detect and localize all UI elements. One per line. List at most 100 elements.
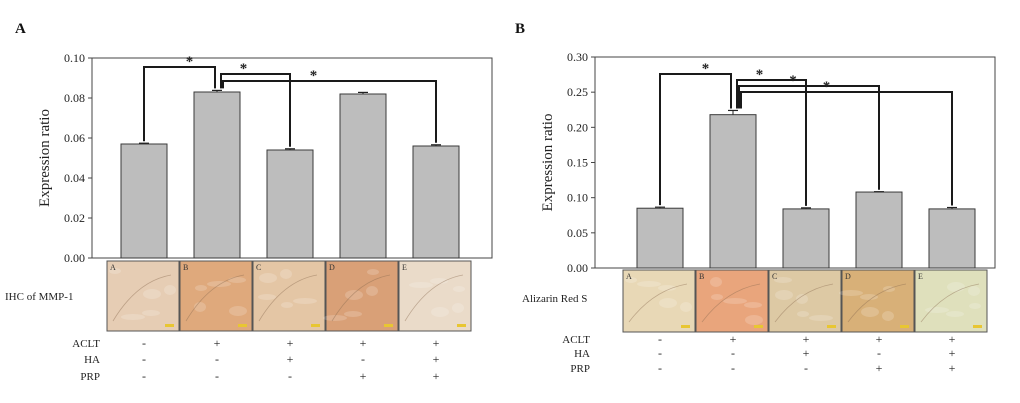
image-letter: E <box>402 263 407 272</box>
y-tick-label: 0.20 <box>567 120 588 134</box>
tissue-texture <box>142 310 160 316</box>
scale-bar <box>238 324 247 327</box>
histology-image-d: D <box>839 269 915 333</box>
tissue-texture <box>775 290 793 300</box>
tissue-texture <box>109 268 121 274</box>
image-row-label: Alizarin Red S <box>522 293 587 305</box>
bar-b <box>709 114 757 269</box>
image-frame <box>914 269 988 333</box>
tissue-texture <box>946 311 964 317</box>
tissue-fiber <box>404 274 464 322</box>
tissue-texture <box>409 282 433 288</box>
tissue-texture <box>797 311 809 317</box>
scale-bar <box>754 325 763 328</box>
tissue-texture <box>259 273 277 283</box>
tissue-texture <box>968 286 980 296</box>
scale-bar <box>973 325 982 328</box>
treatment-sign: + <box>433 369 440 383</box>
treatment-sign: + <box>287 336 294 350</box>
tissue-texture <box>745 315 763 325</box>
treatment-label-prp: PRP <box>570 363 590 375</box>
tissue-texture <box>281 302 293 308</box>
image-frame <box>106 260 180 332</box>
bar-e <box>412 145 460 259</box>
y-axis-label: Expression ratio <box>540 114 556 212</box>
tissue-texture <box>969 303 981 309</box>
y-tick-label: 0.02 <box>64 211 85 225</box>
tissue-fiber <box>774 283 834 323</box>
significance-star: * <box>240 61 248 77</box>
y-tick-label: 0.06 <box>64 131 85 145</box>
y-tick-label: 0.25 <box>567 85 588 99</box>
tissue-texture <box>774 277 792 283</box>
treatment-sign: + <box>433 352 440 366</box>
tissue-texture <box>658 285 676 291</box>
significance-star: * <box>823 79 831 95</box>
tissue-fiber <box>701 283 761 323</box>
tissue-fiber <box>112 274 172 322</box>
y-tick-label: 0.04 <box>64 171 85 185</box>
significance-star: * <box>310 68 318 84</box>
bar-d <box>339 93 387 259</box>
image-letter: C <box>256 263 261 272</box>
tissue-fiber <box>185 274 245 322</box>
bar-a <box>636 207 684 269</box>
y-tick-label: 0.05 <box>567 226 588 240</box>
image-letter: B <box>699 272 704 281</box>
bar-c <box>782 208 830 269</box>
tissue-texture <box>839 290 863 296</box>
treatment-label-aclt: ACLT <box>562 334 590 346</box>
bar-d <box>855 191 903 269</box>
bar-e <box>928 208 976 269</box>
histology-image-a: A <box>106 260 180 332</box>
significance-bracket <box>738 85 880 190</box>
treatment-sign: - <box>142 336 146 350</box>
tissue-texture <box>431 307 449 317</box>
tissue-texture <box>344 311 362 317</box>
tissue-texture <box>207 281 231 287</box>
treatment-sign: - <box>804 361 808 375</box>
tissue-texture <box>860 294 878 300</box>
scale-bar <box>900 325 909 328</box>
tissue-texture <box>947 282 965 292</box>
histology-image-d: D <box>323 260 399 332</box>
treatment-sign: + <box>287 352 294 366</box>
tissue-texture <box>258 294 276 300</box>
treatment-sign: + <box>949 361 956 375</box>
bar-c <box>266 149 314 259</box>
histology-image-b: B <box>179 260 253 332</box>
tissue-texture <box>195 285 207 291</box>
tissue-texture <box>280 269 292 279</box>
scale-bar <box>165 324 174 327</box>
tissue-texture <box>366 286 378 296</box>
y-tick-label: 0.00 <box>567 261 588 275</box>
treatment-sign: + <box>949 332 956 346</box>
treatment-label-aclt: ACLT <box>72 338 100 350</box>
tissue-texture <box>293 298 317 304</box>
image-frame <box>622 269 696 333</box>
tissue-texture <box>625 277 637 283</box>
histology-image-a: A <box>622 269 696 333</box>
bar-b <box>193 91 241 259</box>
tissue-texture <box>121 314 145 320</box>
tissue-texture <box>345 290 363 300</box>
image-frame <box>325 260 399 332</box>
y-tick-label: 0.10 <box>567 191 588 205</box>
significance-bracket <box>740 91 953 206</box>
y-axis-label: Expression ratio <box>37 109 53 207</box>
image-letter: D <box>329 263 335 272</box>
treatment-label-prp: PRP <box>80 371 100 383</box>
treatment-sign: - <box>731 346 735 360</box>
treatment-sign: + <box>803 346 810 360</box>
tissue-texture <box>710 277 722 287</box>
treatment-sign: - <box>215 369 219 383</box>
significance-bracket <box>659 73 732 206</box>
significance-star: * <box>186 54 194 70</box>
panel-a: A 0.00 0.02 0.04 0.06 0.08 0.10 Expression rati… <box>5 21 493 383</box>
treatment-sign: + <box>360 336 367 350</box>
tissue-fiber <box>628 283 688 323</box>
tissue-texture <box>861 307 879 317</box>
treatment-sign: - <box>288 369 292 383</box>
tissue-fiber <box>331 274 391 322</box>
